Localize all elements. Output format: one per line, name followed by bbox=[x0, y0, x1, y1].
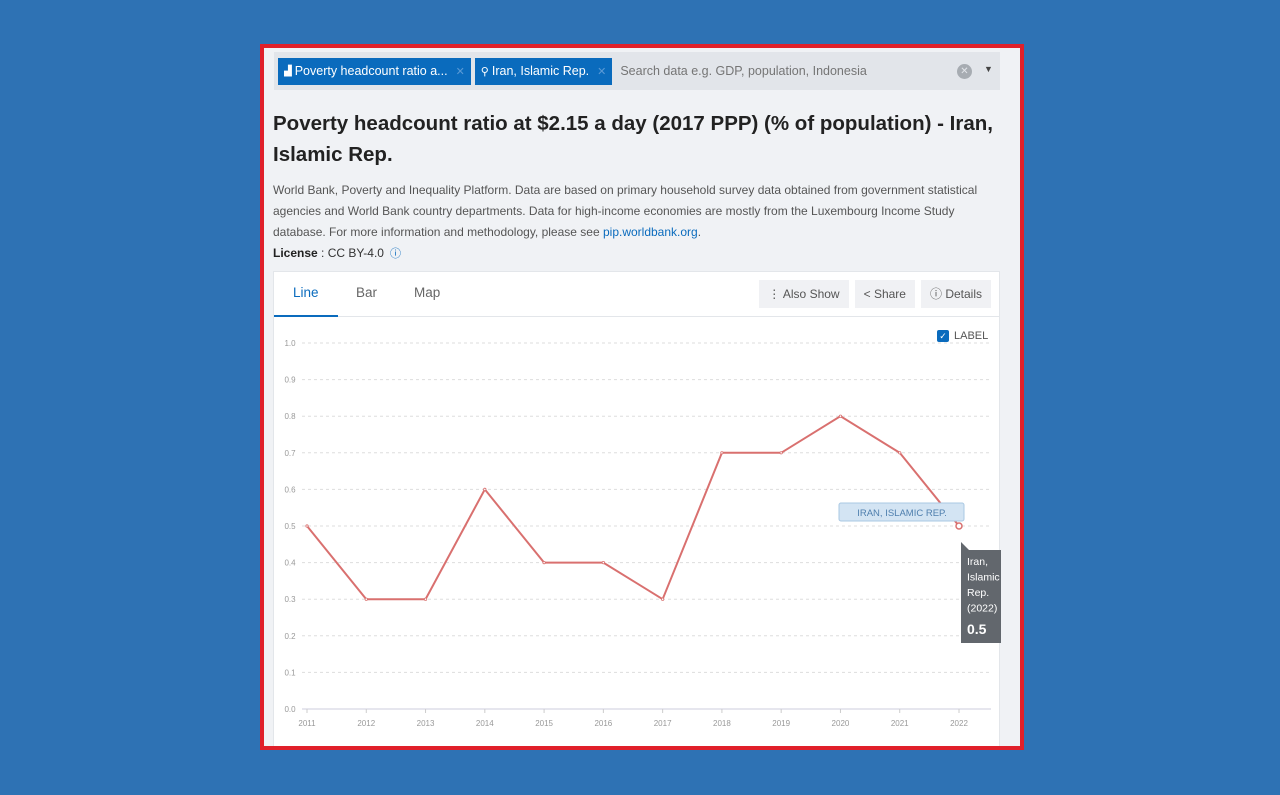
x-tick-label: 2012 bbox=[357, 719, 375, 728]
info-icon[interactable]: ⓘ bbox=[389, 248, 401, 260]
x-tick-label: 2014 bbox=[476, 719, 494, 728]
share-button[interactable]: < Share bbox=[854, 280, 915, 308]
tab-map[interactable]: Map bbox=[414, 285, 441, 300]
tooltip-box bbox=[961, 542, 1001, 643]
series-label: IRAN, ISLAMIC REP. bbox=[857, 508, 947, 519]
x-tick-label: 2016 bbox=[594, 719, 612, 728]
license-label: License bbox=[273, 246, 318, 260]
share-icon: < bbox=[863, 287, 874, 301]
page-title: Poverty headcount ratio at $2.15 a day (… bbox=[273, 112, 993, 166]
more-vertical-icon: ⋮ bbox=[768, 287, 783, 301]
x-tick-label: 2017 bbox=[654, 719, 672, 728]
indicator-chip[interactable]: ▟ Poverty headcount ratio a... ✕ bbox=[278, 57, 471, 85]
chart-tabs: Line Bar Map ⋮ Also Show < Share ⓘ Detai… bbox=[274, 272, 999, 317]
y-tick-label: 0.8 bbox=[284, 412, 296, 421]
x-tick-label: 2011 bbox=[298, 719, 316, 728]
line-chart: 0.0 0.1 0.2 0.3 0.4 0.5 0.6 0.7 0.8 0.9 1.0 2011 201… bbox=[284, 339, 1001, 728]
source-description: World Bank, Poverty and Inequality Platf… bbox=[273, 183, 978, 239]
page-frame: ▟ Poverty headcount ratio a... ✕ ⚲ Iran,… bbox=[260, 44, 1024, 750]
bar-chart-icon: ▟ bbox=[284, 65, 292, 77]
tooltip-text: Islamic bbox=[967, 572, 1000, 584]
chart-card: Line Bar Map ⋮ Also Show < Share ⓘ Detai… bbox=[273, 271, 1001, 746]
y-tick-label: 0.4 bbox=[284, 559, 296, 568]
details-button[interactable]: ⓘ Details bbox=[920, 280, 991, 308]
clear-search-icon[interactable]: ✕ bbox=[957, 64, 972, 79]
main-content: Poverty headcount ratio at $2.15 a day (… bbox=[273, 108, 1001, 746]
data-point bbox=[542, 560, 546, 565]
x-tick-label: 2020 bbox=[832, 719, 850, 728]
description-text: World Bank, Poverty and Inequality Platf… bbox=[273, 183, 978, 239]
y-tick-label: 0.6 bbox=[284, 485, 296, 494]
y-tick-label: 0.1 bbox=[284, 668, 296, 677]
data-point bbox=[601, 560, 605, 565]
data-point bbox=[898, 451, 902, 455]
y-tick-label: 1.0 bbox=[284, 339, 296, 348]
tooltip-value: 0.5 bbox=[967, 621, 987, 637]
y-tick-label: 0.9 bbox=[284, 376, 296, 385]
search-input[interactable] bbox=[620, 64, 941, 78]
data-point bbox=[661, 597, 665, 601]
data-point bbox=[423, 597, 428, 601]
checkbox-checked-icon: ✓ bbox=[937, 330, 949, 342]
label-checkbox-text: LABEL bbox=[954, 330, 989, 342]
tooltip-text: (2022) bbox=[967, 603, 997, 615]
data-point bbox=[720, 451, 724, 455]
chevron-down-icon[interactable]: ▼ bbox=[984, 64, 993, 74]
chip-label: Iran, Islamic Rep. bbox=[491, 64, 590, 78]
tab-line[interactable]: Line bbox=[274, 272, 338, 317]
tab-bar[interactable]: Bar bbox=[356, 285, 378, 300]
pip-link[interactable]: pip.worldbank.org bbox=[602, 225, 698, 239]
y-tick-label: 0.0 bbox=[284, 705, 296, 714]
map-pin-icon: ⚲ bbox=[480, 65, 489, 78]
label-checkbox[interactable]: ✓ LABEL bbox=[937, 330, 988, 342]
chart-toolbar: ⋮ Also Show < Share ⓘ Details bbox=[759, 280, 991, 308]
license: License : CC BY-4.0 ⓘ bbox=[273, 243, 1000, 265]
share-label: Share bbox=[873, 287, 906, 301]
info-icon: ⓘ bbox=[929, 287, 946, 301]
x-tick-label: 2018 bbox=[713, 719, 731, 728]
y-tick-label: 0.5 bbox=[284, 522, 296, 531]
x-tick-label: 2013 bbox=[417, 719, 435, 728]
data-point bbox=[483, 487, 487, 491]
chip-label: Poverty headcount ratio a... bbox=[294, 64, 448, 78]
x-tick-label: 2015 bbox=[535, 719, 553, 728]
y-tick-label: 0.7 bbox=[284, 449, 296, 458]
x-tick-label: 2019 bbox=[772, 719, 790, 728]
data-point bbox=[305, 524, 309, 528]
data-point bbox=[838, 414, 843, 418]
country-chip[interactable]: ⚲ Iran, Islamic Rep. ✕ bbox=[474, 57, 613, 85]
y-tick-label: 0.2 bbox=[284, 632, 296, 641]
remove-chip-icon[interactable]: ✕ bbox=[455, 65, 465, 78]
also-show-label: Also Show bbox=[782, 287, 840, 301]
license-value: : CC BY-4.0 bbox=[321, 246, 384, 260]
y-tick-label: 0.3 bbox=[284, 595, 296, 604]
tooltip-text: Iran, bbox=[967, 556, 988, 568]
data-point bbox=[364, 597, 368, 601]
data-point bbox=[955, 522, 963, 530]
series-label-box bbox=[838, 502, 965, 522]
details-label: Details bbox=[945, 287, 982, 301]
remove-chip-icon[interactable]: ✕ bbox=[597, 65, 607, 78]
search-bar[interactable]: ▟ Poverty headcount ratio a... ✕ ⚲ Iran,… bbox=[274, 52, 1000, 90]
series-line bbox=[306, 415, 960, 601]
data-point bbox=[779, 451, 783, 455]
tooltip-text: Rep. bbox=[967, 587, 989, 599]
x-tick-label: 2021 bbox=[891, 719, 909, 728]
also-show-button[interactable]: ⋮ Also Show bbox=[759, 280, 849, 308]
x-tick-label: 2022 bbox=[950, 719, 968, 728]
